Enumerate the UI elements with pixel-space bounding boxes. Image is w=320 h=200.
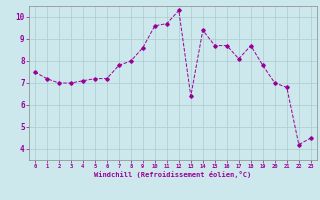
X-axis label: Windchill (Refroidissement éolien,°C): Windchill (Refroidissement éolien,°C)	[94, 171, 252, 178]
